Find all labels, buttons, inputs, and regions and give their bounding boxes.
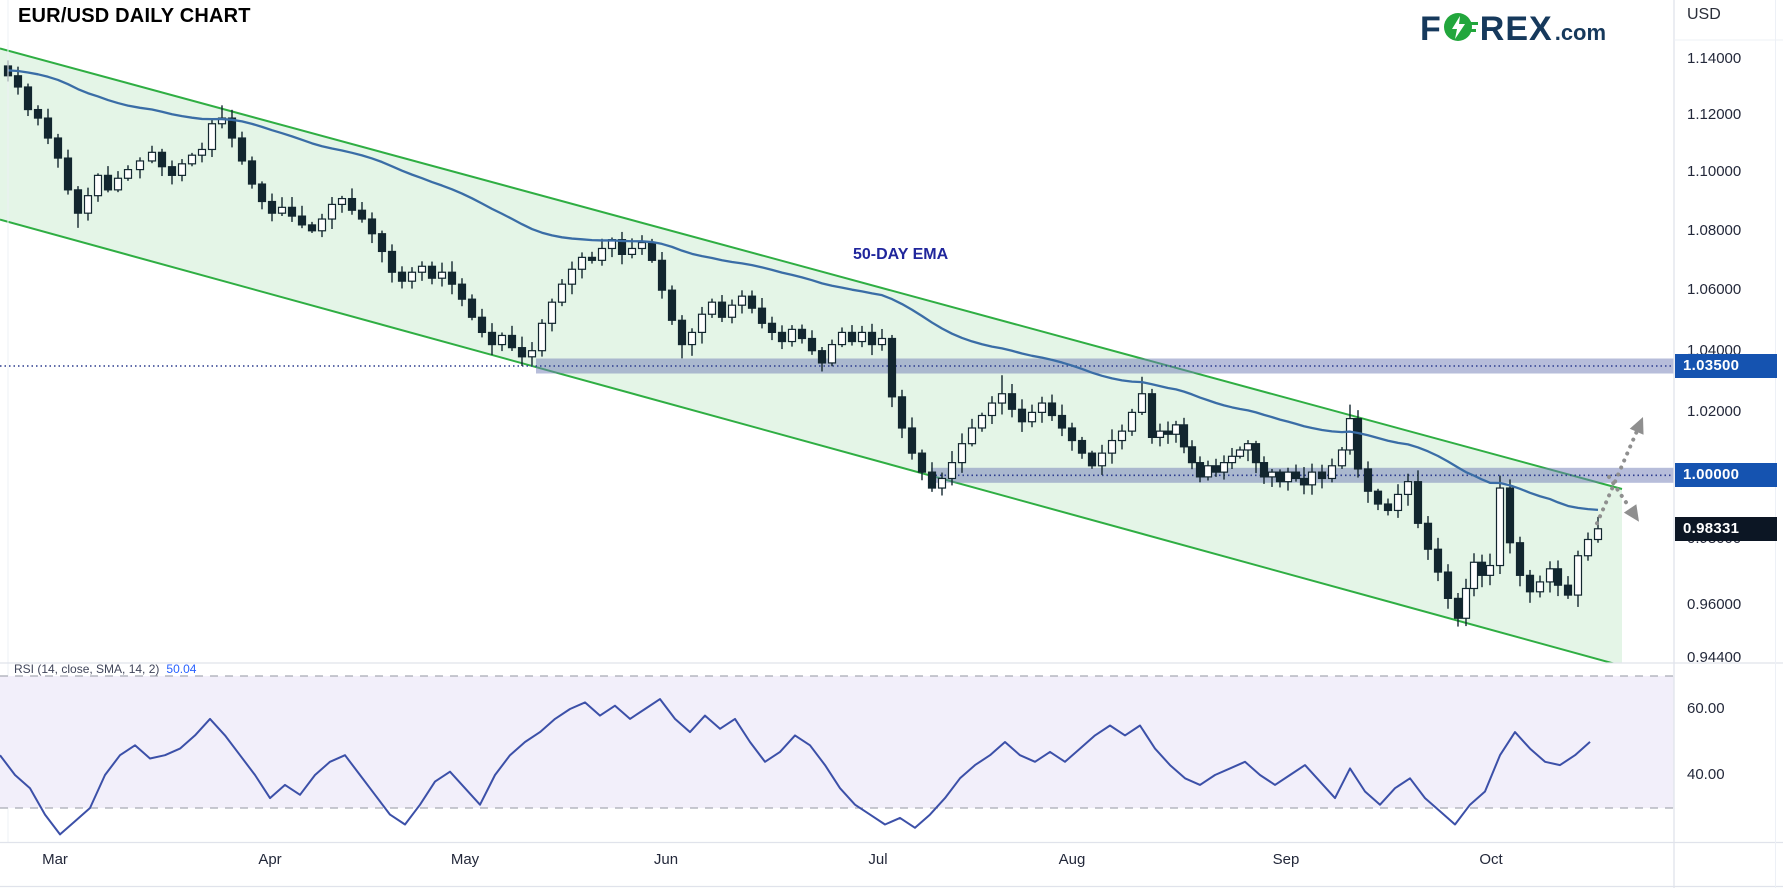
month-label: Jul bbox=[868, 851, 888, 868]
rsi-value: 50.04 bbox=[166, 662, 197, 676]
rsi-legend[interactable]: RSI (14, close, SMA, 14, 2) 50.04 bbox=[14, 662, 196, 676]
month-label: Sep bbox=[1272, 851, 1300, 868]
level-price-badge: 1.00000 bbox=[1675, 463, 1777, 488]
price-tick: 1.02000 bbox=[1687, 403, 1742, 421]
month-label: Mar bbox=[42, 851, 68, 868]
forex-logo-com: .com bbox=[1554, 20, 1607, 45]
forex-logo: F REX .com bbox=[1420, 9, 1606, 48]
rsi-indicator-label: RSI (14, close, SMA, 14, 2) bbox=[14, 662, 160, 676]
month-label: Apr bbox=[258, 851, 282, 868]
forex-logo-rex: REX bbox=[1479, 9, 1553, 48]
price-tick: 0.96000 bbox=[1687, 596, 1742, 613]
price-tick: 1.12000 bbox=[1687, 106, 1742, 124]
price-axis-title: USD bbox=[1687, 6, 1721, 23]
rsi-tick: 40.00 bbox=[1687, 766, 1725, 783]
page-title: EUR/USD DAILY CHART bbox=[18, 5, 251, 27]
forex-logo-f: F bbox=[1420, 9, 1442, 48]
month-label: Aug bbox=[1058, 851, 1086, 868]
forex-logo-o-icon bbox=[1443, 10, 1479, 49]
last-price-badge: 0.98331 bbox=[1675, 516, 1777, 541]
price-tick: 0.94400 bbox=[1687, 649, 1742, 667]
rsi-tick: 60.00 bbox=[1687, 700, 1725, 717]
level-price-badge: 1.03500 bbox=[1675, 354, 1777, 378]
price-tick: 1.08000 bbox=[1687, 221, 1742, 239]
month-label: May bbox=[450, 851, 480, 868]
price-tick: 1.14000 bbox=[1687, 50, 1742, 67]
ema-label: 50-DAY EMA bbox=[853, 246, 949, 263]
price-tick: 1.06000 bbox=[1687, 281, 1742, 299]
month-label: Jun bbox=[653, 851, 679, 868]
price-tick: 1.10000 bbox=[1687, 163, 1742, 181]
month-label: Oct bbox=[1479, 851, 1503, 868]
